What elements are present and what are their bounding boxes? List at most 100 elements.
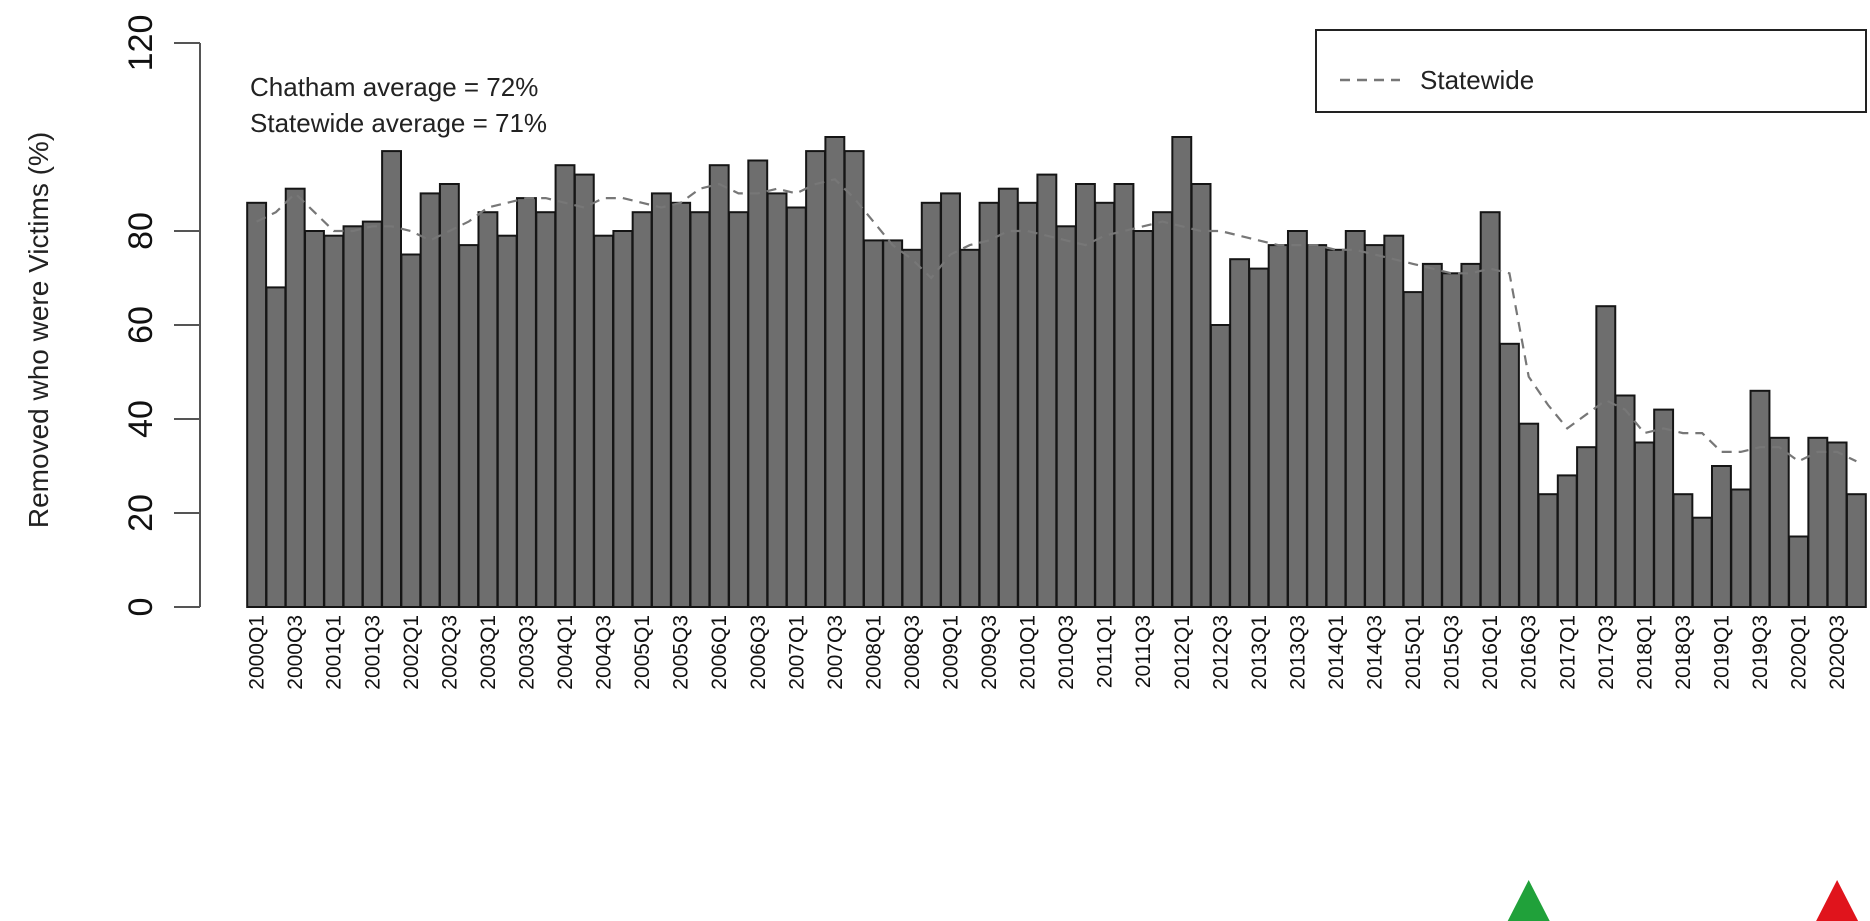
bar xyxy=(652,193,671,607)
x-tick-label: 2007Q1 xyxy=(785,615,808,690)
bar xyxy=(1153,212,1172,607)
x-tick-label: 2015Q3 xyxy=(1441,615,1464,690)
bar xyxy=(1095,203,1114,607)
bar xyxy=(768,193,787,607)
legend: Statewide xyxy=(1316,30,1866,112)
bar xyxy=(1192,184,1211,607)
bar xyxy=(903,250,922,607)
bar xyxy=(1500,344,1519,607)
bar xyxy=(690,212,709,607)
bar xyxy=(266,287,285,607)
bar xyxy=(1249,269,1268,607)
x-tick-label: 2018Q3 xyxy=(1672,615,1695,690)
bar xyxy=(1539,494,1558,607)
bar xyxy=(960,250,979,607)
bar xyxy=(1307,245,1326,607)
bar xyxy=(363,222,382,607)
bar xyxy=(922,203,941,607)
bar xyxy=(1076,184,1095,607)
bar xyxy=(1770,438,1789,607)
bar xyxy=(1616,396,1635,608)
y-tick-label: 120 xyxy=(122,15,160,72)
x-tick-label: 2016Q1 xyxy=(1479,615,1502,690)
bar xyxy=(671,203,690,607)
y-tick-label: 80 xyxy=(122,212,160,250)
bar xyxy=(305,231,324,607)
y-tick-label: 0 xyxy=(122,598,160,617)
bar xyxy=(1288,231,1307,607)
event-marker-triangle xyxy=(1816,880,1858,921)
x-tick-label: 2013Q3 xyxy=(1286,615,1309,690)
x-tick-label: 2013Q1 xyxy=(1248,615,1271,690)
bar xyxy=(710,165,729,607)
bar xyxy=(1635,443,1654,608)
bar xyxy=(1404,292,1423,607)
bar xyxy=(633,212,652,607)
x-tick-label: 2007Q3 xyxy=(824,615,847,690)
x-tick-label: 2000Q1 xyxy=(246,615,269,690)
bar xyxy=(1172,137,1191,607)
y-tick-label: 20 xyxy=(122,494,160,532)
bar xyxy=(1134,231,1153,607)
x-tick-label: 2011Q1 xyxy=(1094,615,1117,688)
bar xyxy=(1847,494,1866,607)
x-tick-label: 2010Q3 xyxy=(1055,615,1078,690)
bar xyxy=(498,236,517,607)
bar xyxy=(1789,537,1808,608)
bar xyxy=(1712,466,1731,607)
x-tick-label: 2020Q3 xyxy=(1826,615,1849,690)
bar xyxy=(1230,259,1249,607)
x-tick-label: 2012Q1 xyxy=(1171,615,1194,690)
bar xyxy=(883,240,902,607)
bar xyxy=(382,151,401,607)
bar xyxy=(1519,424,1538,607)
bar xyxy=(517,198,536,607)
x-tick-label: 2008Q3 xyxy=(901,615,924,690)
x-tick-label: 2018Q1 xyxy=(1633,615,1656,690)
y-tick-label: 40 xyxy=(122,400,160,438)
bar xyxy=(1115,184,1134,607)
bar xyxy=(344,226,363,607)
event-markers xyxy=(1508,880,1858,921)
legend-box xyxy=(1316,30,1866,112)
bar xyxy=(748,161,767,608)
x-tick-label: 2001Q3 xyxy=(361,615,384,690)
bar xyxy=(729,212,748,607)
bars xyxy=(247,137,1866,607)
y-axis: 0 20 40 60 80 120 xyxy=(122,15,200,617)
bar xyxy=(787,208,806,608)
x-tick-label: 2004Q3 xyxy=(593,615,616,690)
x-tick-label: 2003Q3 xyxy=(515,615,538,690)
bar xyxy=(324,236,343,607)
bar xyxy=(613,231,632,607)
bar xyxy=(594,236,613,607)
x-tick-label: 2004Q1 xyxy=(554,615,577,690)
x-tick-label: 2017Q1 xyxy=(1556,615,1579,690)
bar xyxy=(1346,231,1365,607)
bar xyxy=(556,165,575,607)
x-tick-label: 2002Q1 xyxy=(400,615,423,690)
x-tick-label: 2005Q3 xyxy=(670,615,693,690)
bar xyxy=(478,212,497,607)
bar xyxy=(1731,490,1750,608)
x-tick-label: 2008Q1 xyxy=(862,615,885,690)
bar xyxy=(1018,203,1037,607)
y-tick-label: 60 xyxy=(122,306,160,344)
statewide-average-annotation: Statewide average = 71% xyxy=(250,108,547,138)
bar xyxy=(1037,175,1056,607)
x-tick-label: 2009Q1 xyxy=(939,615,962,690)
x-tick-label: 2012Q3 xyxy=(1209,615,1232,690)
x-tick-label: 2000Q3 xyxy=(284,615,307,690)
x-tick-label: 2014Q1 xyxy=(1325,615,1348,690)
bar xyxy=(1693,518,1712,607)
chatham-average-annotation: Chatham average = 72% xyxy=(250,72,538,102)
y-axis-label: Removed who were Victims (%) xyxy=(23,132,54,528)
x-tick-label: 2006Q3 xyxy=(747,615,770,690)
x-tick-label: 2019Q1 xyxy=(1710,615,1733,690)
bar xyxy=(421,193,440,607)
x-tick-label: 2015Q1 xyxy=(1402,615,1425,690)
x-tick-label: 2003Q1 xyxy=(477,615,500,690)
bar xyxy=(1673,494,1692,607)
bar xyxy=(999,189,1018,607)
